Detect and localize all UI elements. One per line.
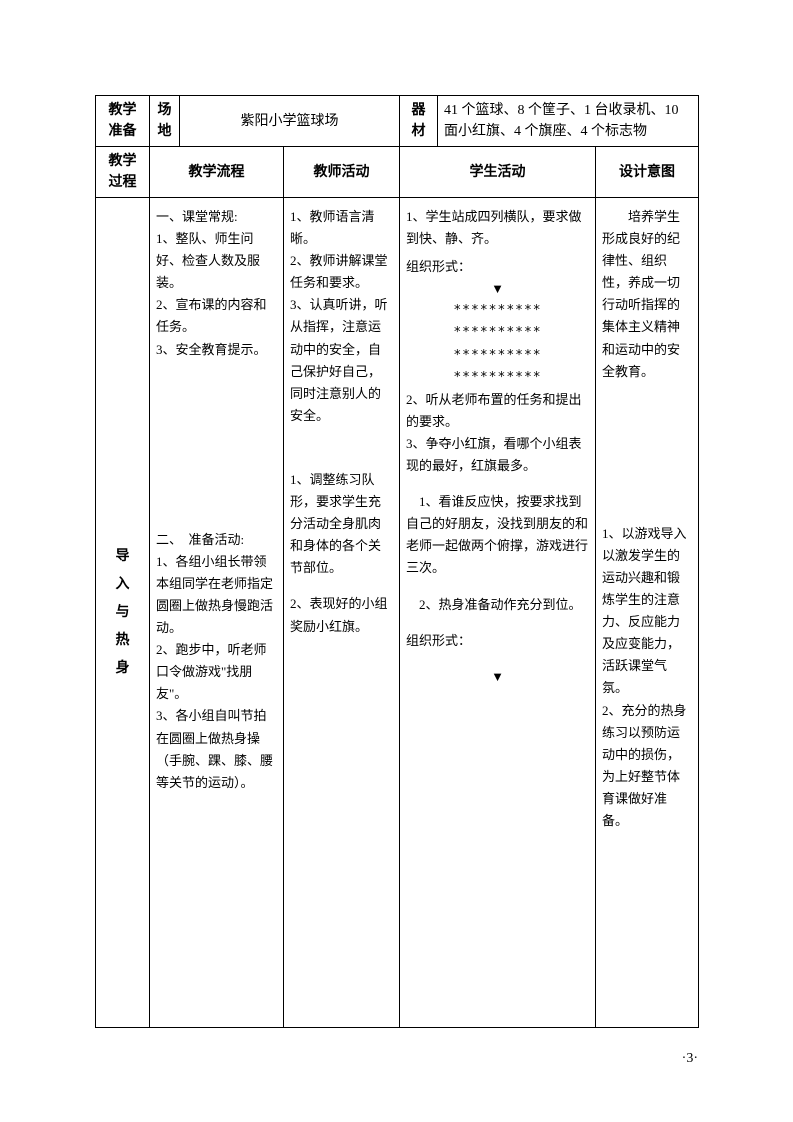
stage-char-3: 与 <box>102 599 143 627</box>
warmup-row: 导 入 与 热 身 一、课堂常规: 1、整队、师生问好、检查人数及服装。 2、宣… <box>96 198 699 1028</box>
teacher-b-1: 1、调整练习队形，要求学生充分活动全身肌肉和身体的各个关节部位。 <box>290 469 393 579</box>
design-cell: 培养学生形成良好的纪律性、组织性，养成一切行动听指挥的集体主义精神和运动中的安全… <box>596 198 699 1028</box>
flow-b-2: 2、跑步中，听老师口令做游戏"找朋友"。 <box>156 639 277 705</box>
page-number: ·3· <box>682 1051 698 1067</box>
stage-char-5: 身 <box>102 655 143 683</box>
formation-row-1: ********** <box>406 300 589 322</box>
student-b-1: 1、看谁反应快，按要求找到自己的好朋友，没找到朋友的和老师一起做两个俯撑，游戏进… <box>406 491 589 579</box>
teacher-cell: 1、教师语言清晰。 2、教师讲解课堂任务和要求。 3、认真听讲，听从指挥，注意运… <box>284 198 400 1028</box>
equip-label: 器材 <box>400 96 438 147</box>
student-a-1: 1、学生站成四列横队，要求做到快、静、齐。 <box>406 206 589 250</box>
process-col-label: 教学过程 <box>96 147 150 198</box>
student-b-org-label: 组织形式： <box>406 630 589 652</box>
student-cell: 1、学生站成四列横队，要求做到快、静、齐。 组织形式： ▼ **********… <box>400 198 596 1028</box>
teacher-a-2: 2、教师讲解课堂任务和要求。 <box>290 250 393 294</box>
formation-triangle-b: ▼ <box>406 666 589 688</box>
prep-label: 教学准备 <box>96 96 150 147</box>
venue-value: 紫阳小学篮球场 <box>180 96 400 147</box>
flow-a-2: 2、宣布课的内容和任务。 <box>156 294 277 338</box>
lesson-plan-table: 教学准备 场地 紫阳小学篮球场 器材 41 个篮球、8 个筐子、1 台收录机、1… <box>95 95 699 1028</box>
teacher-col-label: 教师活动 <box>284 147 400 198</box>
teacher-a-1: 1、教师语言清晰。 <box>290 206 393 250</box>
flow-b-3: 3、各小组自叫节拍在圆圈上做热身操（手腕、踝、膝、腰等关节的运动）。 <box>156 705 277 793</box>
student-a-2: 2、听从老师布置的任务和提出的要求。 <box>406 389 589 433</box>
student-col-label: 学生活动 <box>400 147 596 198</box>
design-b-2: 2、充分的热身练习以预防运动中的损伤，为上好整节体育课做好准备。 <box>602 700 692 833</box>
venue-label: 场地 <box>150 96 180 147</box>
stage-label: 导 入 与 热 身 <box>96 198 150 1028</box>
flow-b-1: 1、各组小组长带领本组同学在老师指定圆圈上做热身慢跑活动。 <box>156 551 277 639</box>
design-a: 培养学生形成良好的纪律性、组织性，养成一切行动听指挥的集体主义精神和运动中的安全… <box>602 206 692 383</box>
student-a-org-label: 组织形式： <box>406 256 589 278</box>
stage-char-4: 热 <box>102 627 143 655</box>
flow-a-3: 3、安全教育提示。 <box>156 339 277 361</box>
formation-row-2: ********** <box>406 322 589 344</box>
teacher-a-3: 3、认真听讲，听从指挥，注意运动中的安全，自己保护好自己，同时注意别人的安全。 <box>290 294 393 427</box>
design-b-1: 1、以游戏导入以激发学生的运动兴趣和锻炼学生的注意力、反应能力及应变能力，活跃课… <box>602 523 692 700</box>
student-a-3: 3、争夺小红旗，看哪个小组表现的最好，红旗最多。 <box>406 433 589 477</box>
formation-triangle-a: ▼ <box>406 278 589 300</box>
column-header-row: 教学过程 教学流程 教师活动 学生活动 设计意图 <box>96 147 699 198</box>
design-col-label: 设计意图 <box>596 147 699 198</box>
formation-row-3: ********** <box>406 345 589 367</box>
flow-b-title: 二、 准备活动: <box>156 529 277 551</box>
flow-col-label: 教学流程 <box>150 147 284 198</box>
stage-char-1: 导 <box>102 543 143 571</box>
stage-char-2: 入 <box>102 571 143 599</box>
prep-row: 教学准备 场地 紫阳小学篮球场 器材 41 个篮球、8 个筐子、1 台收录机、1… <box>96 96 699 147</box>
student-b-2: 2、热身准备动作充分到位。 <box>406 594 589 616</box>
formation-row-4: ********** <box>406 367 589 389</box>
flow-a-1: 1、整队、师生问好、检查人数及服装。 <box>156 228 277 294</box>
flow-a-title: 一、课堂常规: <box>156 206 277 228</box>
equip-value: 41 个篮球、8 个筐子、1 台收录机、10 面小红旗、4 个旗座、4 个标志物 <box>438 96 699 147</box>
flow-cell: 一、课堂常规: 1、整队、师生问好、检查人数及服装。 2、宣布课的内容和任务。 … <box>150 198 284 1028</box>
teacher-b-2: 2、表现好的小组奖励小红旗。 <box>290 593 393 637</box>
